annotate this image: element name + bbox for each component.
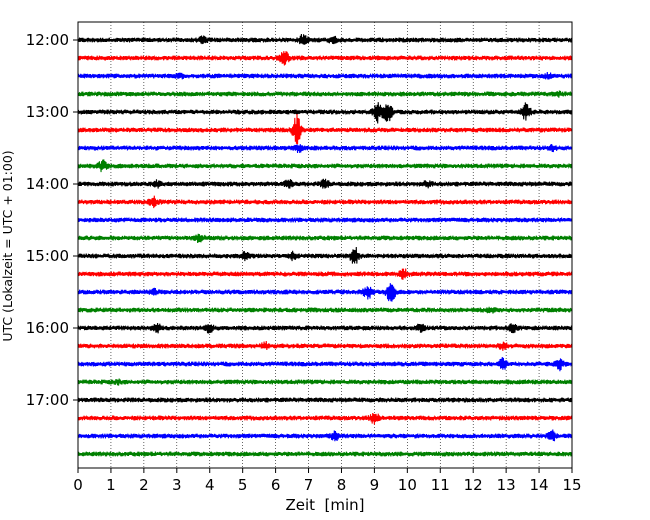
trace-line [77,51,573,66]
trace-line [77,233,573,243]
x-tick-label: 0 [73,476,83,494]
x-axis-ticks: 0 1 2 3 4 5 6 7 8 9 10 11 12 13 14 15 [73,468,582,494]
y-tick-label: 12:00 [26,31,69,49]
x-tick-label: 15 [562,476,581,494]
trace-line [77,357,573,372]
plot-background [78,22,572,468]
y-tick-label: 13:00 [26,103,69,121]
trace-line [77,102,573,124]
x-tick-label: 12 [464,476,483,494]
trace-line [77,90,573,98]
trace-line [77,322,573,334]
y-axis-ticks: 12:00 13:00 14:00 15:00 16:00 17:00 [26,31,78,409]
x-tick-label: 10 [398,476,417,494]
x-tick-label: 7 [304,476,314,494]
trace-line [77,429,573,442]
trace-line [77,144,573,154]
trace-group [77,34,573,458]
x-tick-label: 13 [497,476,516,494]
x-tick-label: 1 [106,476,116,494]
trace-line [77,71,573,80]
y-axis-label: UTC (Lokalzeit = UTC + 01:00) [0,150,15,341]
trace-line [77,412,573,425]
trace-line [77,283,573,302]
y-tick-label: 15:00 [26,247,69,265]
plot-frame [77,21,573,469]
x-tick-label: 9 [370,476,380,494]
y-tick-label: 14:00 [26,175,69,193]
trace-line [77,113,573,145]
trace-line [77,378,573,386]
trace-line [77,341,573,351]
trace-line [77,195,573,209]
x-tick-label: 2 [139,476,149,494]
trace-line [77,159,573,173]
trace-line [77,268,573,280]
y-tick-label: 16:00 [26,319,69,337]
trace-line [77,396,573,404]
x-tick-label: 3 [172,476,182,494]
x-tick-label: 4 [205,476,215,494]
trace-line [77,450,573,458]
x-tick-label: 8 [337,476,347,494]
x-tick-label: 6 [271,476,281,494]
y-tick-label: 17:00 [26,391,69,409]
trace-line [77,247,573,264]
x-tick-label: 14 [530,476,549,494]
trace-line [77,306,573,314]
trace-line [77,34,573,45]
trace-line [77,178,573,189]
x-tick-label: 5 [238,476,248,494]
x-axis-label: Zeit [min] [285,496,364,514]
x-tick-label: 11 [431,476,450,494]
trace-line [77,216,573,224]
